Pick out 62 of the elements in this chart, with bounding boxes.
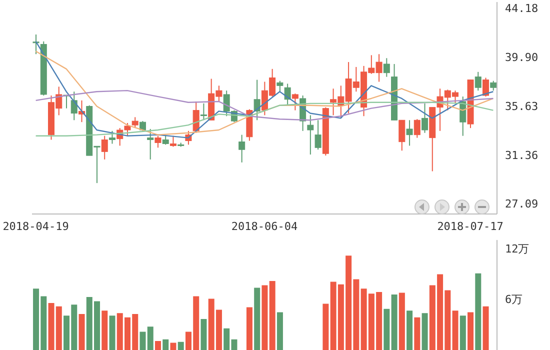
candlestick: [139, 120, 146, 132]
bar: [422, 313, 428, 350]
y-tick-label: 44.18: [505, 2, 538, 15]
bar: [468, 312, 474, 350]
bar: [178, 342, 184, 350]
bar: [475, 273, 482, 350]
candlestick: [276, 80, 284, 92]
bar: [102, 310, 108, 350]
x-tick-label: 2018-07-17: [437, 220, 504, 233]
candlestick: [284, 83, 291, 106]
y-tick-label: 27.09: [505, 198, 538, 211]
bar: [322, 304, 329, 350]
candlestick: [490, 80, 497, 92]
y-tick-label: 35.63: [505, 100, 538, 113]
candlestick: [254, 79, 260, 121]
bar: [391, 294, 398, 350]
candlestick: [398, 120, 406, 152]
candlestick: [200, 102, 207, 121]
bar: [200, 319, 207, 350]
candlestick: [414, 118, 420, 138]
bar: [154, 341, 161, 350]
bar: [398, 292, 405, 350]
bar: [162, 339, 169, 350]
candlestick: [170, 135, 176, 148]
candlestick: [314, 120, 322, 150]
candlestick: [482, 77, 490, 98]
candlestick: [238, 134, 246, 163]
y-tick-label: 12万: [505, 242, 530, 256]
bar: [262, 285, 268, 350]
bar: [246, 307, 252, 350]
candlestick: [292, 93, 298, 111]
bar: [384, 308, 390, 350]
candlestick: [70, 91, 78, 121]
candlestick: [474, 71, 482, 92]
y-tick-label: 39.90: [505, 50, 538, 64]
bar: [170, 342, 176, 350]
x-tick-label: 2018-06-04: [231, 220, 298, 233]
candlestick: [147, 128, 154, 160]
bar: [254, 288, 260, 350]
candlestick: [108, 130, 116, 144]
bar: [414, 317, 420, 350]
bar: [109, 316, 116, 350]
candlestick: [406, 120, 413, 146]
bar: [140, 332, 146, 350]
bar: [276, 312, 283, 350]
bar: [452, 310, 458, 350]
candlestick: [422, 102, 428, 134]
bar: [78, 314, 85, 350]
candlestick: [383, 58, 390, 78]
candlestick: [154, 135, 162, 148]
y-tick-label: 6万: [505, 293, 523, 306]
candlestick: [132, 116, 138, 129]
x-tick-label: 2018-04-19: [2, 220, 69, 233]
line-series: [35, 90, 494, 121]
bar: [147, 326, 154, 350]
candlestick: [307, 114, 314, 156]
y-tick-label: 31.36: [505, 148, 538, 162]
bar: [269, 280, 276, 350]
candlestick: [101, 135, 108, 160]
bar: [406, 310, 413, 350]
bar: [460, 316, 466, 350]
bar: [482, 306, 489, 350]
